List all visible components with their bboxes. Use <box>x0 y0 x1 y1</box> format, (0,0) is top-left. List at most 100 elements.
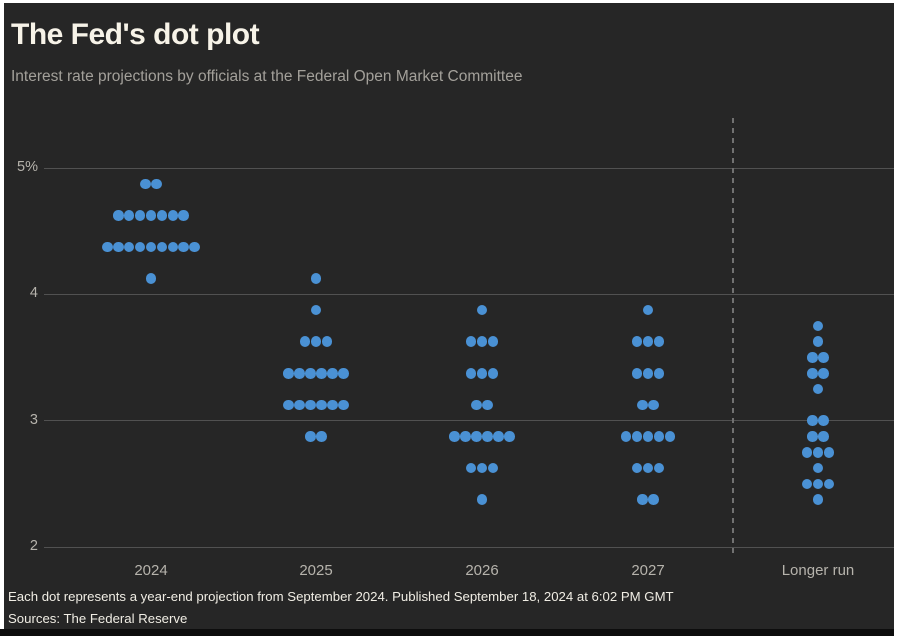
projection-dot <box>337 367 349 379</box>
projection-dot <box>487 336 499 347</box>
projection-dot <box>653 462 665 474</box>
projection-dot <box>299 336 311 347</box>
projection-dot <box>818 352 829 363</box>
projection-dot <box>487 462 499 474</box>
projection-dot <box>283 367 295 379</box>
projection-dot <box>151 178 162 190</box>
projection-dot <box>631 462 643 474</box>
projection-dot <box>493 431 504 442</box>
projection-dot <box>807 367 818 379</box>
y-gridline <box>44 420 894 422</box>
projection-dot <box>310 304 322 316</box>
projection-dot <box>283 399 295 411</box>
projection-dot <box>476 304 488 316</box>
projection-dot <box>327 367 338 379</box>
projection-dot <box>449 431 461 442</box>
projection-dot <box>178 210 189 221</box>
y-gridline <box>44 546 894 548</box>
projection-dot <box>812 383 824 395</box>
projection-dot <box>123 210 135 221</box>
projection-dot <box>642 304 654 316</box>
projection-dot <box>316 431 327 442</box>
projection-dot <box>310 273 322 284</box>
projection-dot <box>189 241 200 253</box>
projection-dot <box>664 431 676 442</box>
x-tick-label: Longer run <box>781 562 855 579</box>
projection-dot <box>807 431 818 442</box>
projection-dot <box>648 494 659 505</box>
bottom-bar <box>0 629 894 636</box>
projection-dot <box>642 367 654 379</box>
chart-sources: Sources: The Federal Reserve <box>8 611 188 626</box>
projection-dot <box>818 367 829 379</box>
projection-dot <box>653 431 665 442</box>
projection-dot <box>631 367 643 379</box>
projection-dot <box>156 241 168 253</box>
projection-dot <box>653 367 665 379</box>
projection-dot <box>637 494 648 505</box>
y-gridline <box>44 293 894 295</box>
projection-dot <box>812 446 824 458</box>
projection-dot <box>145 241 157 253</box>
projection-dot <box>476 494 488 505</box>
projection-dot <box>294 367 305 379</box>
projection-dot <box>812 494 824 505</box>
projection-dot <box>812 320 824 332</box>
chart-note: Each dot represents a year-end projectio… <box>8 589 674 604</box>
projection-dot <box>316 367 327 379</box>
projection-dot <box>503 431 515 442</box>
projection-dot <box>140 178 151 190</box>
projection-dot <box>471 399 482 411</box>
projection-dot <box>482 399 493 411</box>
x-tick-label: 2025 <box>299 562 333 579</box>
projection-dot <box>823 446 835 458</box>
projection-dot <box>465 367 477 379</box>
projection-dot <box>102 241 113 253</box>
projection-dot <box>321 336 333 347</box>
projection-dot <box>167 241 179 253</box>
projection-dot <box>476 367 488 379</box>
y-gridline <box>44 167 894 169</box>
projection-dot <box>316 399 327 411</box>
y-tick-label: 5% <box>17 159 38 175</box>
y-tick-label: 3 <box>29 411 38 428</box>
projection-dot <box>134 241 146 253</box>
projection-dot <box>305 399 316 411</box>
projection-dot <box>631 431 643 442</box>
projection-dot <box>167 210 179 221</box>
projection-dot <box>178 241 189 253</box>
projection-dot <box>305 367 316 379</box>
projection-dot <box>123 241 135 253</box>
projection-dot <box>310 336 322 347</box>
projection-dot <box>113 241 124 253</box>
projection-dot <box>145 210 157 221</box>
projection-dot <box>823 478 835 490</box>
x-tick-label: 2027 <box>631 562 665 579</box>
projection-dot <box>482 431 493 442</box>
longer-run-separator-line <box>732 118 734 558</box>
projection-dot <box>113 210 124 221</box>
projection-dot <box>476 336 488 347</box>
projection-dot <box>465 462 477 474</box>
projection-dot <box>337 399 349 411</box>
projection-dot <box>818 415 829 426</box>
projection-dot <box>460 431 471 442</box>
projection-dot <box>812 462 824 474</box>
projection-dot <box>818 431 829 442</box>
projection-dot <box>642 336 654 347</box>
chart-title: The Fed's dot plot <box>11 18 260 51</box>
projection-dot <box>637 399 648 411</box>
projection-dot <box>294 399 305 411</box>
projection-dot <box>648 399 659 411</box>
projection-dot <box>620 431 632 442</box>
projection-dot <box>653 336 665 347</box>
projection-dot <box>145 273 157 284</box>
projection-dot <box>812 336 824 347</box>
projection-dot <box>487 367 499 379</box>
projection-dot <box>156 210 168 221</box>
projection-dot <box>476 462 488 474</box>
projection-dot <box>305 431 316 442</box>
projection-dot <box>471 431 482 442</box>
projection-dot <box>642 431 654 442</box>
